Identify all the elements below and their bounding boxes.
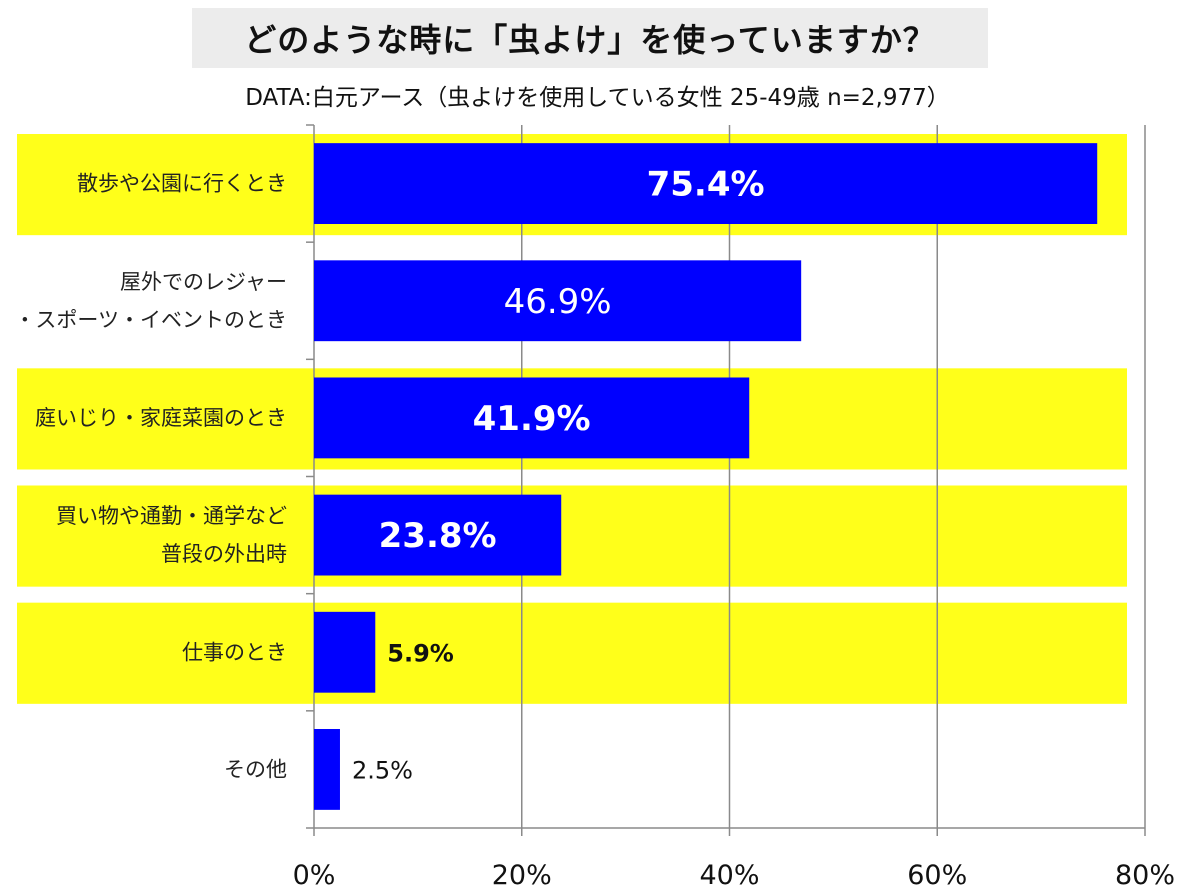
bar: [314, 143, 1098, 225]
x-tick-label: 80%: [1115, 860, 1175, 891]
x-tick-label: 60%: [907, 860, 967, 891]
x-tick-label: 0%: [293, 860, 336, 891]
bar: [314, 728, 340, 810]
highlight-band: [17, 602, 1127, 704]
category-label: 普段の外出時: [161, 542, 287, 566]
data-label: 23.8%: [379, 516, 497, 556]
data-label: 41.9%: [473, 399, 591, 439]
category-label: 散歩や公園に行くとき: [77, 172, 287, 196]
category-label: その他: [224, 757, 287, 781]
chart-title-box: どのような時に「虫よけ」を使っていますか？: [192, 8, 988, 68]
category-label: ・スポーツ・イベントのとき: [14, 308, 287, 332]
data-label: 75.4%: [647, 165, 765, 205]
data-label: 46.9%: [504, 282, 612, 322]
category-label: 仕事のとき: [182, 640, 287, 664]
data-label: 2.5%: [352, 756, 413, 784]
bar: [314, 611, 376, 693]
category-label: 屋外でのレジャー: [120, 270, 287, 294]
bar: [314, 377, 750, 459]
chart-title: どのような時に「虫よけ」を使っていますか？: [244, 21, 936, 59]
data-label: 5.9%: [387, 639, 454, 667]
x-tick-label: 20%: [492, 860, 552, 891]
bar: [314, 260, 802, 342]
chart-subtitle: DATA:白元アース（虫よけを使用している女性 25-49歳 n=2,977）: [245, 85, 950, 111]
category-label: 庭いじり・家庭菜園のとき: [35, 406, 287, 430]
x-tick-label: 40%: [699, 860, 759, 891]
bar: [314, 494, 562, 576]
highlight-band: [17, 485, 1127, 587]
category-label: 買い物や通勤・通学など: [56, 504, 287, 528]
